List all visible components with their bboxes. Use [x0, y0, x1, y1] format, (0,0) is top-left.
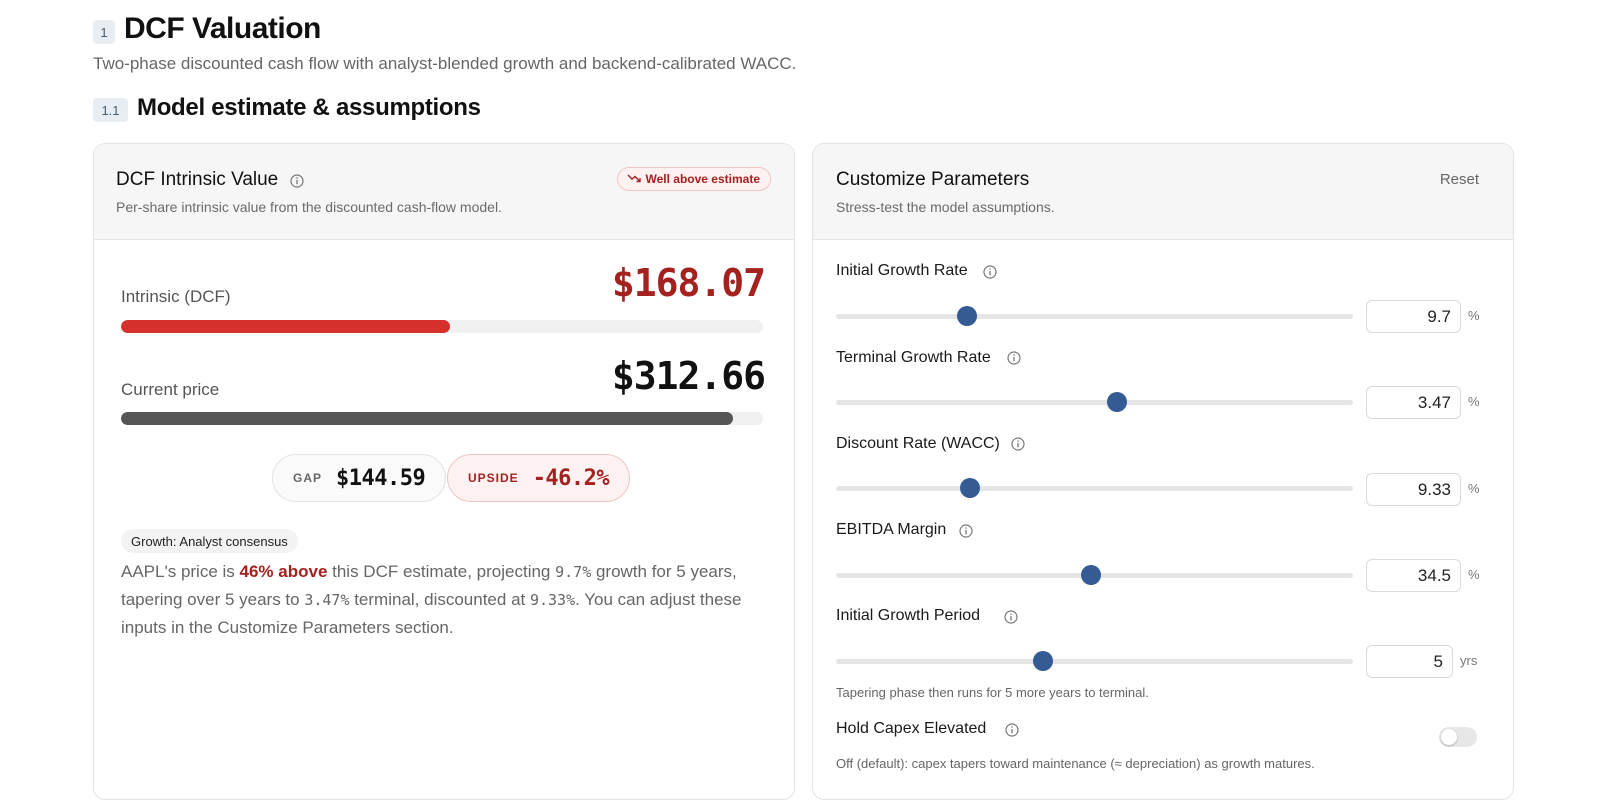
ebitda-margin-slider[interactable]: [836, 565, 1353, 585]
discount-rate-input[interactable]: 9.33: [1366, 473, 1461, 506]
toggle-knob: [1441, 729, 1457, 745]
terminal-growth-label: Terminal Growth Rate: [836, 349, 991, 366]
info-icon[interactable]: [1007, 351, 1021, 365]
dcf-value-card: DCF Intrinsic Value Per-share intrinsic …: [93, 143, 795, 800]
hold-capex-hint: Off (default): capex tapers toward maint…: [836, 756, 1315, 771]
terminal-growth-input[interactable]: 3.47: [1366, 386, 1461, 419]
terminal-growth-slider[interactable]: [836, 392, 1353, 412]
ebitda-margin-input[interactable]: 34.5: [1366, 559, 1461, 592]
parameters-card: Customize Parameters Stress-test the mod…: [812, 143, 1514, 800]
info-icon[interactable]: [290, 174, 304, 188]
growth-period-input[interactable]: 5: [1366, 645, 1453, 678]
status-badge: Well above estimate: [616, 167, 771, 191]
info-icon[interactable]: [1005, 723, 1019, 737]
slider-thumb[interactable]: [1033, 651, 1054, 671]
unit-label: %: [1468, 394, 1480, 409]
current-price-bar: [121, 412, 763, 425]
gap-label: GAP: [293, 471, 323, 485]
unit-label: yrs: [1460, 653, 1478, 668]
summary-growth: 9.7%: [555, 563, 592, 581]
current-price-bar-fill: [121, 412, 733, 425]
growth-period-label: Initial Growth Period: [836, 607, 981, 624]
ebitda-margin-label: EBITDA Margin: [836, 521, 947, 538]
summary-highlight: 46% above: [239, 562, 328, 581]
info-icon[interactable]: [1011, 437, 1025, 451]
slider-thumb[interactable]: [1081, 565, 1102, 585]
intrinsic-label: Intrinsic (DCF): [121, 287, 231, 306]
summary-text: growth for 5 years, tapering over 5 year…: [121, 562, 737, 609]
slider-thumb[interactable]: [1106, 392, 1127, 412]
status-badge-label: Well above estimate: [645, 172, 761, 186]
summary-terminal: 3.47%: [304, 591, 350, 609]
initial-growth-input[interactable]: 9.7: [1366, 300, 1461, 333]
intrinsic-bar-fill: [121, 320, 450, 333]
section-number-badge: 1: [93, 20, 115, 44]
card-header: Customize Parameters Stress-test the mod…: [813, 144, 1513, 240]
current-price-label: Current price: [121, 380, 220, 399]
trend-down-icon: [627, 172, 641, 186]
discount-rate-label: Discount Rate (WACC): [836, 435, 1000, 452]
reset-button[interactable]: Reset: [1439, 171, 1479, 188]
page-title: DCF Valuation: [124, 12, 321, 45]
intrinsic-value: $168.07: [611, 261, 766, 305]
card-title: Customize Parameters: [836, 169, 1030, 190]
gap-value: $144.59: [336, 465, 426, 491]
info-icon[interactable]: [1004, 610, 1018, 624]
hold-capex-toggle[interactable]: [1439, 727, 1477, 747]
valuation-summary: AAPL's price is 46% above this DCF estim…: [121, 558, 761, 641]
card-title: DCF Intrinsic Value: [116, 169, 279, 190]
upside-label: UPSIDE: [468, 471, 519, 485]
summary-text: . You can adjust these inputs in the Cus…: [121, 590, 742, 637]
upside-chip: UPSIDE -46.2%: [447, 454, 631, 502]
growth-period-slider[interactable]: [836, 651, 1353, 671]
discount-rate-slider[interactable]: [836, 478, 1353, 498]
slider-thumb[interactable]: [956, 306, 977, 326]
card-subtitle: Per-share intrinsic value from the disco…: [116, 199, 502, 215]
slider-thumb[interactable]: [960, 478, 981, 498]
unit-label: %: [1468, 567, 1480, 582]
hold-capex-label: Hold Capex Elevated: [836, 720, 987, 737]
card-header: DCF Intrinsic Value Per-share intrinsic …: [94, 144, 794, 240]
info-icon[interactable]: [983, 265, 997, 279]
info-icon[interactable]: [959, 524, 973, 538]
upside-value: -46.2%: [532, 465, 610, 491]
initial-growth-slider[interactable]: [836, 306, 1353, 326]
unit-label: %: [1468, 481, 1480, 496]
summary-text: this DCF estimate, projecting: [327, 562, 556, 581]
summary-wacc: 9.33%: [529, 591, 576, 609]
unit-label: %: [1468, 308, 1480, 323]
growth-period-hint: Tapering phase then runs for 5 more year…: [836, 685, 1149, 700]
subsection-title: Model estimate & assumptions: [137, 94, 481, 121]
summary-text: AAPL's price is: [121, 562, 240, 581]
card-subtitle: Stress-test the model assumptions.: [836, 199, 1055, 215]
page-subtitle: Two-phase discounted cash flow with anal…: [93, 54, 797, 73]
growth-source-tag: Growth: Analyst consensus: [121, 529, 298, 553]
summary-text: terminal, discounted at: [349, 590, 530, 609]
gap-chip: GAP $144.59: [272, 454, 447, 502]
subsection-number-badge: 1.1: [93, 98, 128, 122]
initial-growth-label: Initial Growth Rate: [836, 262, 968, 279]
current-price-value: $312.66: [611, 354, 766, 398]
intrinsic-bar: [121, 320, 763, 333]
